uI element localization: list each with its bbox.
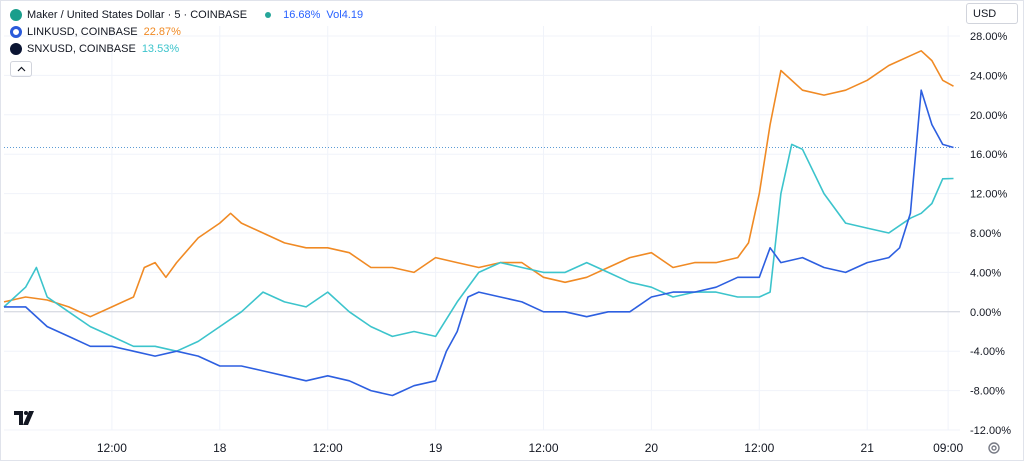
y-tick-label: 28.00%	[970, 31, 1008, 43]
legend-collapse-button[interactable]	[10, 61, 32, 77]
legend: Maker / United States Dollar · 5 · COINB…	[10, 6, 363, 77]
x-tick-label: 12:00	[744, 441, 774, 455]
x-axis-ticks: 12:00 18 12:00 19 12:00 20 12:00 21 09:00	[97, 441, 964, 455]
y-tick-label: 12.00%	[970, 189, 1008, 201]
y-tick-label: 4.00%	[970, 267, 1001, 279]
maker-logo-icon	[10, 8, 22, 21]
legend-snx-row[interactable]: SNXUSD, COINBASE 13.53%	[10, 40, 363, 57]
x-tick-label: 12:00	[97, 441, 127, 455]
y-tick-label: 0.00%	[970, 307, 1001, 319]
series-line	[3, 49, 954, 318]
link-change-value: 22.87%	[143, 25, 181, 38]
x-tick-label: 12:00	[528, 441, 558, 455]
y-tick-label: 8.00%	[970, 228, 1001, 240]
y-tick-label: -8.00%	[970, 386, 1005, 398]
y-tick-label: 20.00%	[970, 110, 1008, 122]
volume-value: 4.19	[341, 8, 364, 21]
main-change-value: 16.68%	[283, 8, 321, 21]
settings-gear-icon[interactable]	[987, 441, 1001, 455]
y-axis-ticks: 28.00% 24.00% 20.00% 16.00% 12.00% 8.00% 4.00%…	[970, 31, 1011, 437]
legend-main-row[interactable]: Maker / United States Dollar · 5 · COINB…	[10, 6, 363, 23]
series-line	[4, 89, 954, 397]
chainlink-logo-icon	[10, 25, 22, 38]
x-tick-label: 20	[645, 441, 659, 455]
x-tick-label: 18	[213, 441, 227, 455]
link-symbol-label: LINKUSD, COINBASE	[27, 25, 138, 38]
y-tick-label: -4.00%	[970, 346, 1005, 358]
snx-change-value: 13.53%	[141, 42, 180, 55]
market-status-icon	[265, 11, 272, 18]
chevron-up-icon	[17, 66, 25, 72]
x-tick-label: 19	[429, 441, 443, 455]
series-lines	[3, 49, 954, 397]
currency-selector[interactable]: USD	[966, 3, 1018, 24]
grid	[4, 26, 960, 431]
volume-label: Vol	[326, 8, 342, 21]
tradingview-logo-icon[interactable]	[14, 411, 38, 425]
x-tick-label: 09:00	[933, 441, 963, 455]
y-tick-label: 24.00%	[970, 70, 1008, 82]
x-tick-label: 21	[861, 441, 875, 455]
x-tick-label: 12:00	[313, 441, 343, 455]
snx-symbol-label: SNXUSD, COINBASE	[27, 42, 136, 55]
y-tick-label: -12.00%	[970, 425, 1011, 437]
synthetix-logo-icon	[10, 42, 22, 55]
series-line	[3, 143, 954, 353]
y-tick-label: 16.00%	[970, 149, 1008, 161]
main-symbol-label: Maker / United States Dollar · 5 · COINB…	[27, 8, 248, 21]
legend-link-row[interactable]: LINKUSD, COINBASE 22.87%	[10, 23, 363, 40]
